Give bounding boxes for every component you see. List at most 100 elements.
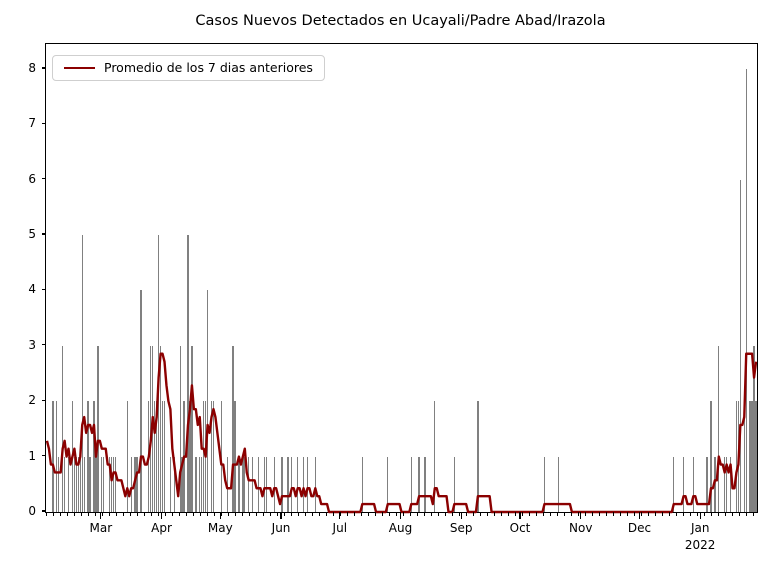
x-axis-year-label: 2022: [684, 538, 716, 552]
daily-cases-bar: [281, 456, 283, 512]
daily-cases-bar: [52, 401, 54, 512]
daily-cases-bar: [126, 401, 128, 512]
x-tick-label: Jul: [332, 521, 348, 535]
y-tick-mark: [41, 344, 45, 346]
x-tick-label: May: [207, 521, 233, 535]
daily-cases-bar: [87, 401, 89, 512]
daily-cases-bar: [273, 456, 275, 512]
daily-cases-bar: [75, 456, 78, 512]
x-tick-mark: [339, 512, 341, 519]
daily-cases-bar: [191, 345, 193, 512]
plot-area: Mar Apr May Jun Jul Aug Sep Oct Nov Dec Jan 2022 Pr…: [45, 43, 758, 552]
daily-cases-bar: [83, 456, 85, 512]
y-tick-label: 0: [28, 504, 36, 518]
x-tick-label: Sep: [449, 521, 473, 535]
daily-cases-bar: [195, 456, 197, 512]
daily-cases-bar: [140, 290, 142, 512]
daily-cases-bar: [753, 345, 755, 512]
x-tick-mark: [219, 512, 221, 519]
daily-cases-bar: [203, 401, 205, 512]
daily-cases-bar: [692, 456, 694, 512]
y-tick-mark: [41, 399, 45, 401]
daily-cases-bar: [81, 235, 83, 512]
daily-cases-bar: [418, 456, 420, 512]
daily-cases-bar: [244, 456, 246, 512]
daily-cases-bar: [739, 179, 741, 512]
x-tick-mark: [638, 512, 641, 519]
daily-cases-bar: [724, 456, 726, 512]
daily-cases-bar: [745, 68, 747, 512]
y-tick-label: 6: [28, 171, 36, 186]
daily-cases-bar: [212, 401, 215, 512]
x-tick-label: Jun: [271, 521, 291, 535]
daily-cases-bar: [302, 456, 305, 512]
daily-cases-bar: [61, 345, 64, 512]
daily-cases-bar: [67, 456, 70, 512]
daily-cases-bar: [710, 401, 712, 512]
legend: Promedio de los 7 dias anteriores: [52, 55, 325, 81]
daily-cases-bar: [56, 401, 58, 512]
y-tick-label: 7: [28, 116, 36, 131]
daily-cases-bar: [434, 401, 436, 512]
legend-label: Promedio de los 7 dias anteriores: [104, 60, 313, 75]
y-tick-label: 4: [28, 282, 36, 297]
daily-cases-bar: [477, 401, 479, 512]
daily-cases-bar: [181, 456, 183, 512]
daily-cases-bar: [95, 456, 97, 512]
daily-cases-bar: [101, 456, 103, 512]
daily-cases-bar: [557, 456, 559, 512]
daily-cases-bar: [314, 456, 316, 512]
daily-cases-bar: [234, 401, 236, 512]
chart-title: Casos Nuevos Detectados en Ucayali/Padre…: [195, 13, 606, 29]
y-tick-label: 8: [28, 60, 36, 75]
daily-cases-bar: [735, 401, 738, 512]
daily-cases-bar: [73, 456, 76, 512]
y-tick-mark: [41, 67, 45, 69]
daily-cases-bar: [543, 456, 546, 512]
daily-cases-bar: [291, 456, 293, 512]
daily-cases-bar: [257, 456, 260, 512]
daily-cases-bar: [155, 401, 158, 512]
daily-cases-bar: [297, 456, 299, 512]
legend-line-sample: [64, 66, 95, 69]
daily-cases-bar: [743, 401, 745, 512]
daily-cases-bar: [673, 456, 675, 512]
daily-cases-bar: [130, 456, 132, 512]
y-tick-label: 5: [28, 227, 36, 242]
daily-cases-bar: [751, 401, 753, 512]
daily-cases-bar: [424, 456, 426, 512]
daily-cases-bar: [287, 456, 289, 512]
daily-cases-bar: [265, 456, 267, 512]
daily-cases-bar: [136, 456, 138, 512]
seven-day-average-line: [45, 352, 758, 514]
daily-cases-bar: [251, 456, 254, 512]
daily-cases-bar: [169, 456, 172, 512]
daily-cases-bar: [63, 456, 66, 512]
y-tick-mark: [41, 510, 45, 512]
y-tick-label: 1: [28, 448, 36, 463]
daily-cases-bar: [749, 401, 751, 512]
x-tick-mark: [460, 512, 462, 519]
daily-cases-bar: [187, 235, 189, 512]
x-tick-mark: [580, 512, 582, 519]
daily-cases-bar: [89, 456, 91, 512]
daily-cases-bar: [114, 456, 117, 512]
daily-cases-bar: [159, 345, 162, 512]
x-tick-mark: [399, 512, 402, 519]
x-tick-mark: [519, 512, 521, 519]
daily-cases-bar: [108, 456, 111, 512]
daily-cases-bar: [103, 456, 105, 512]
daily-cases-bar: [93, 401, 95, 512]
y-tick-mark: [41, 178, 45, 180]
daily-cases-bar: [242, 456, 244, 512]
y-tick-mark: [41, 233, 45, 235]
daily-cases-bar: [97, 345, 99, 512]
daily-cases-bar: [201, 456, 203, 512]
daily-cases-bar: [248, 456, 250, 512]
daily-cases-bar: [361, 456, 363, 512]
x-tick-label: Nov: [569, 521, 593, 535]
daily-cases-bar: [232, 345, 234, 512]
daily-cases-bar: [729, 456, 732, 512]
daily-cases-bar: [163, 401, 166, 512]
daily-cases-bar: [79, 456, 81, 512]
